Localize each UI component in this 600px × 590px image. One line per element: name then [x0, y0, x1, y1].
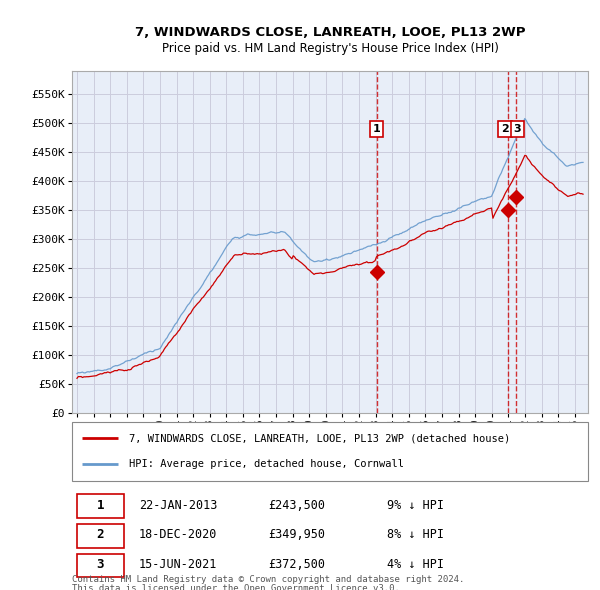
Text: 4% ↓ HPI: 4% ↓ HPI — [387, 558, 444, 571]
Text: Contains HM Land Registry data © Crown copyright and database right 2024.: Contains HM Land Registry data © Crown c… — [72, 575, 464, 584]
Text: 1: 1 — [97, 499, 104, 512]
Text: 7, WINDWARDS CLOSE, LANREATH, LOOE, PL13 2WP: 7, WINDWARDS CLOSE, LANREATH, LOOE, PL13… — [135, 26, 525, 39]
FancyBboxPatch shape — [77, 524, 124, 548]
Text: £372,500: £372,500 — [268, 558, 325, 571]
Text: £243,500: £243,500 — [268, 499, 325, 512]
Text: 18-DEC-2020: 18-DEC-2020 — [139, 528, 217, 541]
FancyBboxPatch shape — [77, 554, 124, 577]
Text: Price paid vs. HM Land Registry's House Price Index (HPI): Price paid vs. HM Land Registry's House … — [161, 42, 499, 55]
Text: 3: 3 — [514, 124, 521, 134]
Text: 15-JUN-2021: 15-JUN-2021 — [139, 558, 217, 571]
Text: £349,950: £349,950 — [268, 528, 325, 541]
Text: 22-JAN-2013: 22-JAN-2013 — [139, 499, 217, 512]
Text: 2: 2 — [97, 528, 104, 541]
Text: 2: 2 — [501, 124, 509, 134]
Text: 9% ↓ HPI: 9% ↓ HPI — [387, 499, 444, 512]
Text: 3: 3 — [97, 558, 104, 571]
FancyBboxPatch shape — [72, 422, 588, 481]
Text: This data is licensed under the Open Government Licence v3.0.: This data is licensed under the Open Gov… — [72, 585, 400, 590]
Text: HPI: Average price, detached house, Cornwall: HPI: Average price, detached house, Corn… — [129, 460, 404, 469]
Text: 8% ↓ HPI: 8% ↓ HPI — [387, 528, 444, 541]
FancyBboxPatch shape — [77, 494, 124, 518]
Text: 7, WINDWARDS CLOSE, LANREATH, LOOE, PL13 2WP (detached house): 7, WINDWARDS CLOSE, LANREATH, LOOE, PL13… — [129, 434, 510, 443]
Text: 1: 1 — [373, 124, 380, 134]
